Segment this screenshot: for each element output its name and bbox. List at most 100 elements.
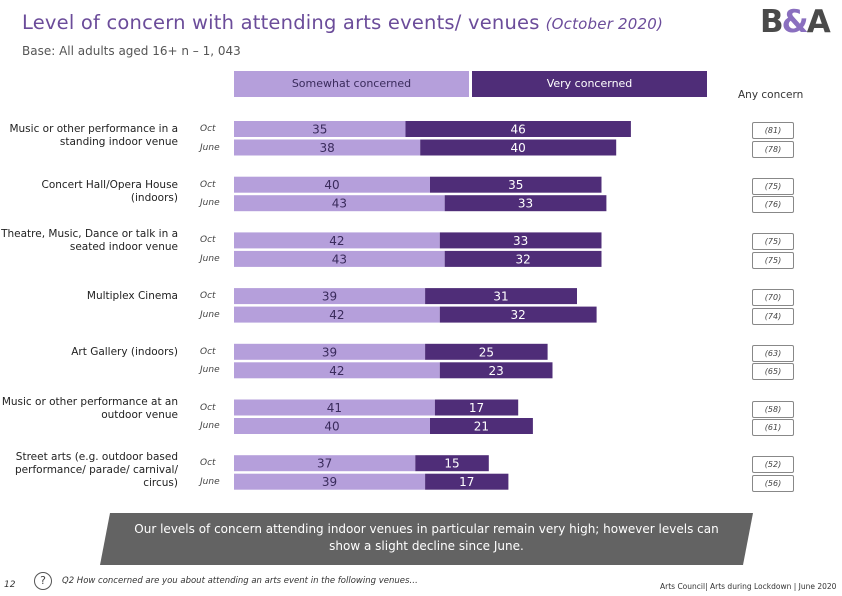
bar-somewhat-june	[234, 195, 445, 212]
value-label-very: 32	[515, 252, 530, 266]
period-label-oct: Oct	[200, 458, 216, 469]
any-concern-value: (58)	[752, 400, 794, 418]
logo-letter-a: A	[806, 4, 831, 40]
value-label-very: 32	[511, 308, 526, 322]
period-label-june: June	[200, 142, 220, 153]
category-label: Music or other performance at an outdoor…	[1, 395, 178, 421]
period-label-june: June	[200, 253, 220, 264]
title-text: Level of concern with attending arts eve…	[22, 11, 540, 34]
bar-very-june	[420, 139, 617, 156]
any-concern-value: (70)	[752, 289, 794, 307]
bar-very-june	[430, 418, 533, 434]
value-label-very: 33	[518, 197, 533, 211]
period-label-oct: Oct	[200, 346, 216, 357]
value-label-somewhat: 38	[319, 141, 334, 155]
value-label-somewhat: 43	[332, 197, 347, 211]
any-concern-value: (65)	[752, 363, 794, 381]
bar-somewhat-june	[234, 139, 421, 156]
value-label-somewhat: 39	[322, 345, 337, 359]
value-label-somewhat: 40	[324, 178, 339, 192]
value-label-very: 46	[511, 123, 526, 137]
bar-somewhat-oct	[234, 232, 440, 249]
bar-somewhat-oct	[234, 288, 426, 305]
bar-very-oct	[415, 455, 489, 472]
period-label-oct: Oct	[200, 402, 216, 413]
category-label: Concert Hall/Opera House (indoors)	[41, 178, 179, 204]
bar-very-oct	[434, 399, 519, 416]
any-concern-value: (75)	[752, 177, 794, 195]
legend-very-concerned: Very concerned	[472, 71, 707, 97]
any-concern-value: (75)	[752, 233, 794, 251]
period-label-oct: Oct	[200, 179, 216, 190]
bar-very-june	[444, 195, 607, 212]
legend-somewhat-concerned: Somewhat concerned	[234, 71, 469, 97]
any-concern-value: (76)	[752, 196, 794, 214]
page-title: Level of concern with attending arts eve…	[22, 11, 663, 34]
value-label-somewhat: 41	[327, 401, 342, 415]
value-label-somewhat: 39	[322, 290, 337, 304]
value-label-very: 17	[459, 475, 474, 489]
bar-somewhat-june	[234, 250, 445, 267]
bar-somewhat-june	[234, 306, 440, 323]
bar-very-june	[444, 250, 602, 267]
category-label: Art Gallery (indoors)	[71, 345, 178, 358]
value-label-somewhat: 35	[312, 123, 327, 137]
footer-credit: Arts Council| Arts during Lockdown | Jun…	[660, 582, 837, 591]
any-concern-header: Any concern	[738, 89, 804, 101]
value-label-very: 35	[508, 178, 523, 192]
bar-very-june	[439, 362, 553, 379]
category-label: Music or other performance in a standing…	[9, 123, 178, 148]
bar-very-june	[425, 473, 509, 490]
category-label: Multiplex Cinema	[86, 290, 178, 303]
value-label-very: 25	[479, 345, 494, 359]
bar-somewhat-oct	[234, 176, 430, 193]
period-label-oct: Oct	[200, 235, 216, 246]
bars-svg: 35 46 38 40 40 35 43 33 42 33 43 32 39 31 42 32 39 25 42 23…	[234, 121, 631, 490]
value-label-very: 31	[493, 290, 508, 304]
value-label-very: 23	[489, 364, 504, 378]
value-label-somewhat: 42	[329, 308, 344, 322]
value-label-very: 33	[513, 234, 528, 248]
any-concern-value: (52)	[752, 456, 794, 474]
logo-ampersand: &	[781, 4, 809, 40]
value-label-very: 40	[511, 141, 526, 155]
bar-very-june	[439, 306, 597, 323]
period-label-june: June	[200, 309, 220, 320]
period-label-june: June	[200, 421, 220, 431]
base-note: Base: All adults aged 16+ n – 1, 043	[22, 44, 241, 58]
question-text: Q2 How concerned are you about attending…	[62, 576, 418, 586]
value-label-somewhat: 40	[324, 420, 339, 434]
bar-somewhat-oct	[234, 399, 435, 416]
value-label-very: 17	[469, 401, 484, 415]
value-label-very: 21	[474, 420, 489, 434]
category-label: Theatre, Music, Dance or talk in a seate…	[1, 228, 178, 254]
any-concern-value: (78)	[752, 140, 794, 158]
brand-logo: B&A	[760, 4, 831, 40]
any-concern-value: (75)	[752, 251, 794, 269]
any-concern-value: (63)	[752, 344, 794, 362]
bar-very-oct	[439, 232, 602, 249]
period-label-june: June	[200, 198, 220, 209]
value-label-very: 15	[444, 457, 459, 471]
any-concern-value: (81)	[752, 122, 794, 139]
value-label-somewhat: 42	[329, 234, 344, 248]
category-label: Street arts (e.g. outdoor based performa…	[15, 451, 178, 490]
any-concern-value: (56)	[752, 474, 794, 492]
value-label-somewhat: 43	[332, 252, 347, 266]
any-concern-value: (74)	[752, 307, 794, 325]
bar-somewhat-june	[234, 418, 430, 434]
bar-very-oct	[425, 288, 577, 305]
value-label-somewhat: 39	[322, 475, 337, 489]
bar-somewhat-oct	[234, 121, 406, 137]
bar-very-oct	[405, 121, 631, 137]
any-concern-value: (61)	[752, 419, 794, 436]
question-icon: ?	[34, 572, 52, 590]
value-label-somewhat: 42	[329, 364, 344, 378]
bar-somewhat-oct	[234, 343, 426, 360]
title-date: (October 2020)	[545, 15, 664, 33]
bar-very-oct	[430, 176, 602, 193]
page-number: 12	[4, 580, 16, 590]
bar-somewhat-june	[234, 473, 426, 490]
period-label-june: June	[200, 365, 220, 376]
value-label-somewhat: 37	[317, 457, 332, 471]
